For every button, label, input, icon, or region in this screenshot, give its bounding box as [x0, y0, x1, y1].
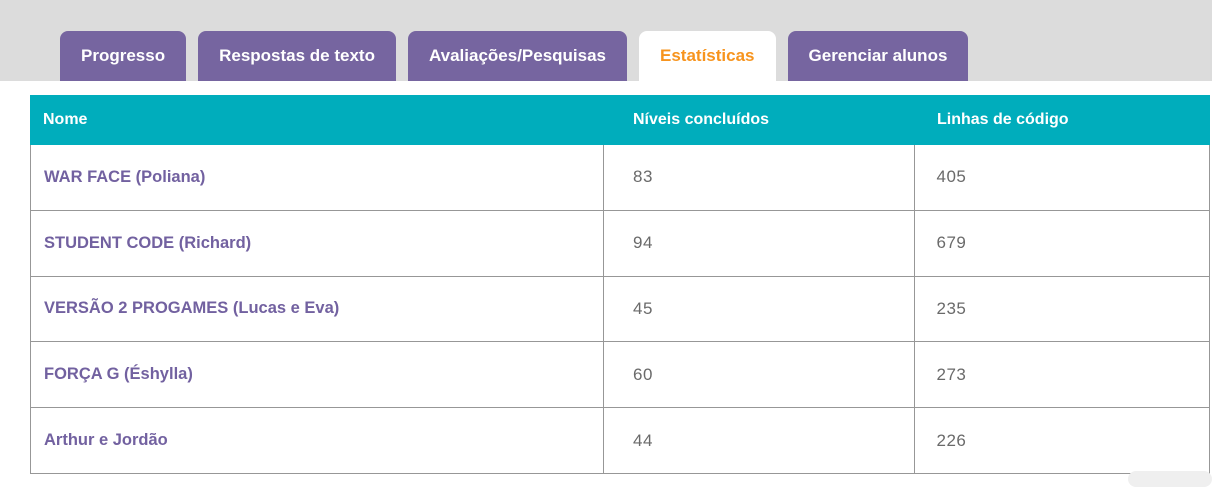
- levels-completed-value: 94: [633, 233, 653, 253]
- student-name-link[interactable]: VERSÃO 2 PROGAMES (Lucas e Eva): [44, 299, 340, 318]
- lines-of-code-value: 226: [936, 430, 967, 450]
- levels-completed-value: 83: [633, 167, 653, 187]
- lines-of-code-value: 235: [936, 298, 967, 318]
- table-row: Arthur e Jordão 44 226: [31, 408, 1209, 474]
- column-header-nome: Nome: [43, 111, 88, 128]
- lines-of-code-value: 273: [936, 364, 967, 384]
- tab-respostas-de-texto[interactable]: Respostas de texto: [198, 31, 396, 81]
- student-name-link[interactable]: Arthur e Jordão: [44, 431, 168, 450]
- table-row: VERSÃO 2 PROGAMES (Lucas e Eva) 45 235: [31, 276, 1209, 343]
- student-name-link[interactable]: STUDENT CODE (Richard): [44, 233, 252, 252]
- levels-completed-value: 44: [633, 430, 653, 450]
- levels-completed-value: 45: [633, 298, 653, 318]
- student-name-link[interactable]: FORÇA G (Éshylla): [44, 365, 193, 384]
- table-row: STUDENT CODE (Richard) 94 679: [31, 210, 1209, 277]
- column-header-linhas-de-codigo: Linhas de código: [937, 111, 1069, 128]
- tab-avaliacoes-pesquisas[interactable]: Avaliações/Pesquisas: [407, 31, 628, 81]
- table-header-row: Nome Níveis concluídos Linhas de código: [30, 95, 1210, 145]
- table-row: WAR FACE (Poliana) 83 405: [31, 145, 1209, 211]
- tab-progresso[interactable]: Progresso: [60, 31, 187, 81]
- tab-bar: Progresso Respostas de texto Avaliações/…: [60, 31, 969, 88]
- statistics-table: Nome Níveis concluídos Linhas de código …: [30, 95, 1210, 474]
- table-body: WAR FACE (Poliana) 83 405 STUDENT CODE (…: [30, 145, 1210, 474]
- cutoff-corner-element: [1128, 471, 1212, 487]
- lines-of-code-value: 679: [936, 233, 967, 253]
- levels-completed-value: 60: [633, 364, 653, 384]
- column-header-niveis-concluidos: Níveis concluídos: [633, 111, 770, 128]
- tab-gerenciar-alunos[interactable]: Gerenciar alunos: [787, 31, 969, 81]
- tab-estatisticas-active[interactable]: Estatísticas: [639, 31, 776, 88]
- lines-of-code-value: 405: [936, 167, 967, 187]
- student-name-link[interactable]: WAR FACE (Poliana): [44, 167, 206, 186]
- table-row: FORÇA G (Éshylla) 60 273: [31, 342, 1209, 409]
